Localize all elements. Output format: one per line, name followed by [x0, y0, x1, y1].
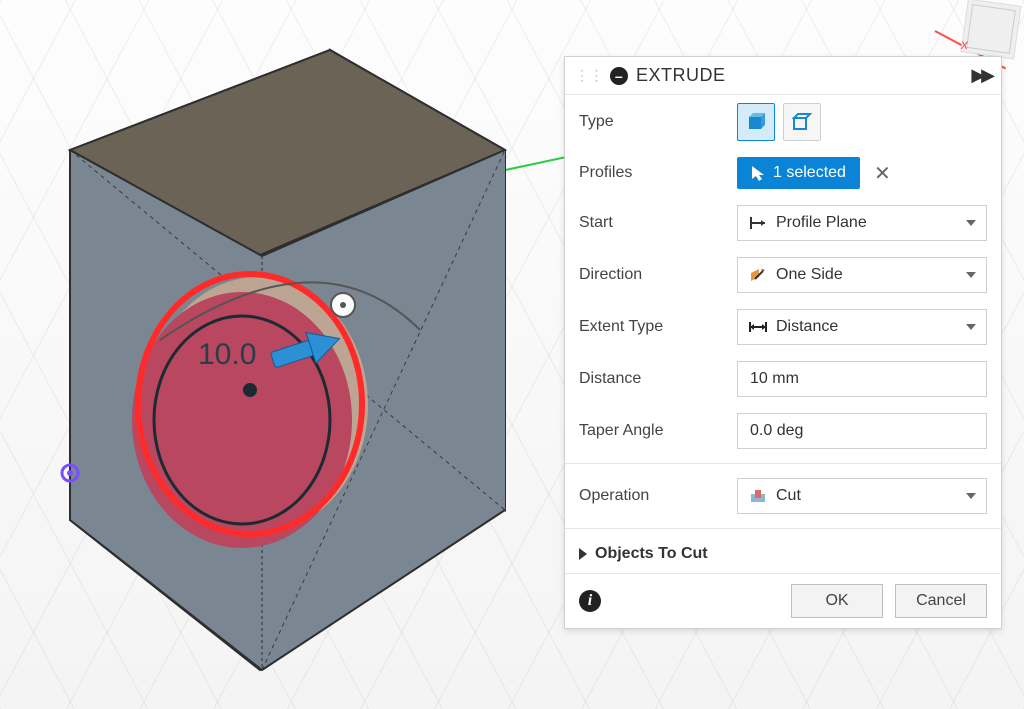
taper-input-wrap — [737, 413, 987, 449]
cursor-icon — [751, 165, 765, 181]
cut-icon — [748, 488, 768, 504]
expand-icon[interactable]: ▶▶ — [971, 65, 991, 86]
distance-icon — [748, 320, 768, 334]
ok-label: OK — [825, 592, 848, 610]
cancel-button[interactable]: Cancel — [895, 584, 987, 618]
dimension-readout: 10.0 — [198, 338, 256, 372]
row-taper: Taper Angle — [565, 405, 1001, 457]
dialog-title: EXTRUDE — [636, 65, 726, 86]
row-direction: Direction One Side — [565, 249, 1001, 301]
type-label: Type — [579, 113, 727, 131]
profiles-chip-text: 1 selected — [773, 164, 846, 182]
type-solid-button[interactable] — [737, 103, 775, 141]
row-operation: Operation Cut — [565, 470, 1001, 522]
disclosure-triangle-icon — [579, 548, 587, 560]
row-start: Start Profile Plane — [565, 197, 1001, 249]
chevron-down-icon — [966, 493, 976, 499]
extrude-dialog: ⋮⋮ – EXTRUDE ▶▶ Type — [564, 56, 1002, 629]
chevron-down-icon — [966, 272, 976, 278]
row-extent: Extent Type Distance — [565, 301, 1001, 353]
type-thin-button[interactable] — [783, 103, 821, 141]
operation-dropdown[interactable]: Cut — [737, 478, 987, 514]
row-type: Type — [565, 95, 1001, 149]
operation-value: Cut — [776, 487, 801, 505]
direction-value: One Side — [776, 266, 843, 284]
dialog-header[interactable]: ⋮⋮ – EXTRUDE ▶▶ — [565, 57, 1001, 95]
drag-grip-icon[interactable]: ⋮⋮ — [575, 67, 604, 84]
extent-value: Distance — [776, 318, 838, 336]
row-distance: Distance — [565, 353, 1001, 405]
solid-extrude-icon — [745, 111, 767, 133]
distance-input[interactable] — [748, 369, 976, 389]
cancel-label: Cancel — [916, 592, 966, 610]
divider — [565, 528, 1001, 529]
one-side-icon — [748, 267, 768, 283]
operation-label: Operation — [579, 487, 727, 505]
chevron-down-icon — [966, 324, 976, 330]
profiles-label: Profiles — [579, 164, 727, 182]
dialog-footer: i OK Cancel — [565, 573, 1001, 628]
taper-label: Taper Angle — [579, 422, 727, 440]
distance-input-wrap — [737, 361, 987, 397]
collapse-icon[interactable]: – — [610, 67, 628, 85]
info-icon[interactable]: i — [579, 590, 601, 612]
start-dropdown[interactable]: Profile Plane — [737, 205, 987, 241]
view-cube[interactable] — [961, 0, 1022, 59]
extent-dropdown[interactable]: Distance — [737, 309, 987, 345]
taper-input[interactable] — [748, 421, 976, 441]
profiles-selection-chip[interactable]: 1 selected — [737, 157, 860, 189]
objects-to-cut-toggle[interactable]: Objects To Cut — [565, 535, 1001, 573]
ok-button[interactable]: OK — [791, 584, 883, 618]
distance-label: Distance — [579, 370, 727, 388]
row-profiles: Profiles 1 selected ✕ — [565, 149, 1001, 197]
direction-label: Direction — [579, 266, 727, 284]
start-value: Profile Plane — [776, 214, 867, 232]
clear-profiles-button[interactable]: ✕ — [868, 161, 897, 186]
divider — [565, 463, 1001, 464]
thin-extrude-icon — [791, 111, 813, 133]
viewcube-axis-x: x — [961, 36, 968, 52]
chevron-down-icon — [966, 220, 976, 226]
direction-dropdown[interactable]: One Side — [737, 257, 987, 293]
profile-plane-icon — [748, 215, 768, 231]
start-label: Start — [579, 214, 727, 232]
objects-to-cut-label: Objects To Cut — [595, 545, 708, 563]
extent-label: Extent Type — [579, 318, 727, 336]
